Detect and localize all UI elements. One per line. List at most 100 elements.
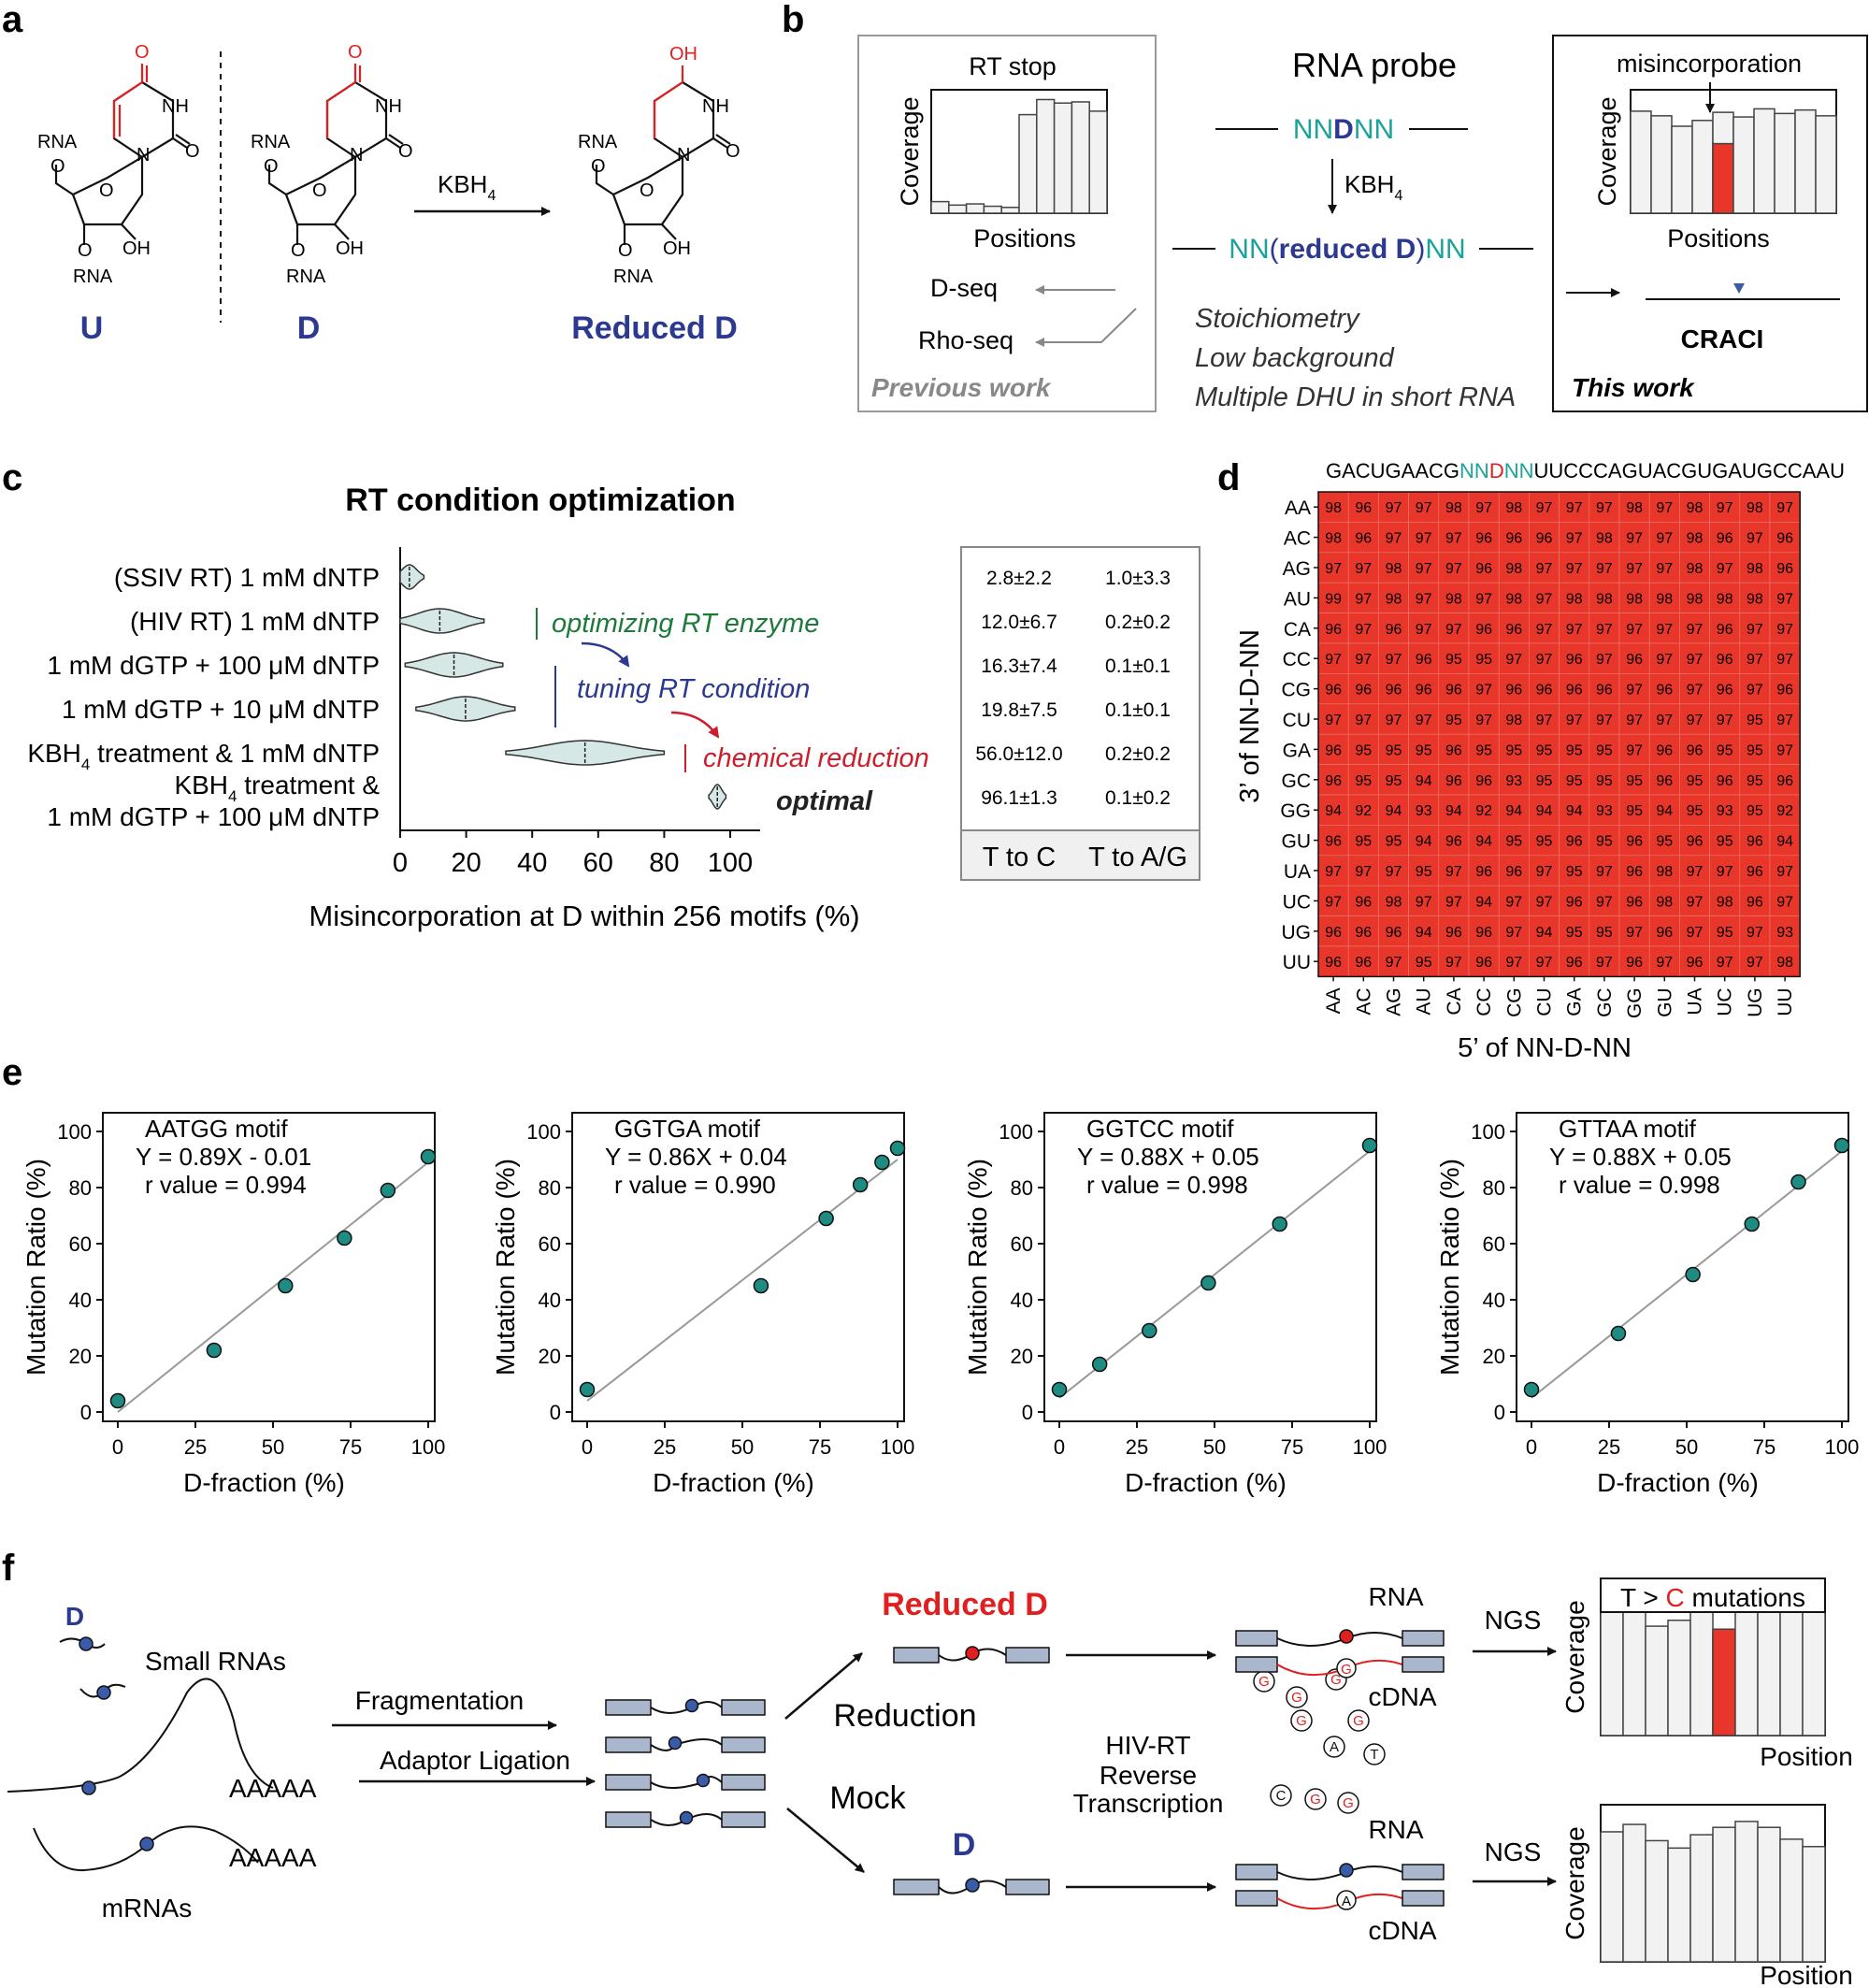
- heatmap-cell-value: 98: [1717, 894, 1733, 910]
- condition-label: KBH4 treatment & 1 mM dNTP: [27, 739, 380, 773]
- heatmap-cell: [1618, 855, 1650, 886]
- panel-label-f: f: [2, 1548, 15, 1589]
- y-tick-label: 80: [539, 1176, 561, 1200]
- table-t-to-ag-value: 0.1±0.1: [1105, 655, 1171, 677]
- rna-label-top: RNA: [1368, 1582, 1423, 1611]
- heatmap-cell-value: 96: [1776, 683, 1793, 699]
- heatmap-cell: [1438, 673, 1470, 705]
- rt-label-1: HIV-RT: [1105, 1731, 1190, 1760]
- heatmap-cell-value: 96: [1687, 742, 1704, 758]
- heatmap-cell-value: 93: [1505, 773, 1522, 789]
- panel-label-e: e: [2, 1052, 22, 1093]
- heatmap-cell-value: 96: [1505, 864, 1522, 880]
- heatmap-cell: [1739, 733, 1771, 765]
- panel-f: D Small RNAs AAAAA AAAAA mRNAs Fragmenta…: [7, 1577, 1853, 1988]
- data-point: [206, 1342, 223, 1359]
- d-sequence: GACUGAACGNNDNNUUCCCAGUACGUGAUGCCAAU: [1326, 459, 1845, 483]
- heatmap-col-label: AA: [1323, 987, 1344, 1014]
- heatmap-cell-value: 93: [1416, 803, 1432, 819]
- heatmap-cell: [1769, 552, 1801, 583]
- heatmap-cell-value: 95: [1355, 742, 1372, 758]
- heatmap-row-label: GU: [1282, 831, 1312, 853]
- heatmap-col-label: GG: [1624, 987, 1646, 1018]
- heatmap-cell: [1378, 582, 1409, 613]
- condition-label: (HIV RT) 1 mM dNTP: [130, 607, 380, 636]
- heatmap-cell-value: 97: [1776, 713, 1793, 728]
- heatmap-cell-value: 96: [1355, 531, 1372, 547]
- heatmap-cell-value: 97: [1776, 864, 1793, 880]
- heatmap-cell: [1769, 673, 1801, 705]
- heatmap-cell: [1618, 794, 1650, 826]
- heatmap-cell: [1709, 794, 1741, 826]
- heatmap-cell-value: 97: [1416, 591, 1432, 607]
- heatmap-cell: [1408, 642, 1440, 674]
- y-tick-label: 40: [539, 1289, 561, 1312]
- u-oxygen-top: O: [135, 42, 150, 63]
- heatmap-cell: [1378, 915, 1409, 947]
- heatmap-cell: [1769, 794, 1801, 826]
- heatmap-cell-value: 97: [1687, 925, 1704, 941]
- heatmap-cell-value: 97: [1747, 955, 1763, 971]
- heatmap-cell-value: 95: [1566, 864, 1583, 880]
- heatmap-cell: [1347, 733, 1379, 765]
- x-tick-label: 75: [1281, 1435, 1303, 1459]
- heatmap-cell-value: 96: [1325, 834, 1342, 850]
- heatmap-cell-value: 93: [1776, 925, 1793, 941]
- heatmap-cell-value: 97: [1416, 622, 1432, 638]
- heatmap-cell-value: 97: [1325, 561, 1342, 577]
- heatmap-cell: [1378, 945, 1409, 977]
- heatmap-cell-value: 97: [1656, 531, 1673, 547]
- heatmap-cell: [1709, 915, 1741, 947]
- heatmap-cell-value: 95: [1626, 773, 1643, 789]
- heatmap: AA 98 96 97 97 98 97 98 97 97 97 98 97 98 97 98 97 AC 98 96…: [1280, 491, 1801, 1018]
- heatmap-cell-value: 97: [1596, 500, 1613, 516]
- heatmap-cell-value: 97: [1596, 652, 1613, 668]
- table-t-to-ag-value: 0.1±0.1: [1105, 699, 1171, 721]
- heatmap-cell-value: 95: [1416, 742, 1432, 758]
- heatmap-cell-value: 95: [1536, 834, 1553, 850]
- heatmap-cell-value: 97: [1475, 713, 1492, 728]
- heatmap-cell-value: 98: [1505, 500, 1522, 516]
- heatmap-cell-value: 97: [1386, 864, 1402, 880]
- heatmap-cell-value: 97: [1355, 622, 1372, 638]
- heatmap-cell-value: 97: [1416, 500, 1432, 516]
- heatmap-cell: [1559, 522, 1590, 554]
- heatmap-cell-value: 95: [1717, 925, 1733, 941]
- heatmap-cell: [1317, 794, 1349, 826]
- heatmap-cell: [1438, 885, 1470, 916]
- heatmap-cell: [1709, 552, 1741, 583]
- heatmap-cell: [1648, 703, 1680, 735]
- heatmap-cell-value: 97: [1687, 864, 1704, 880]
- heatmap-cell-value: 97: [1355, 864, 1372, 880]
- heatmap-cell-value: 97: [1747, 622, 1763, 638]
- chart-title: GGTCC motif: [1086, 1115, 1234, 1143]
- mock-adaptor-right: [1005, 1879, 1050, 1895]
- heatmap-cell: [1347, 582, 1379, 613]
- nucleotide-letter: G: [1296, 1713, 1307, 1729]
- heatmap-cell-value: 97: [1325, 652, 1342, 668]
- f-top-coverage-label: Coverage: [1560, 1600, 1589, 1713]
- heatmap-cell: [1347, 855, 1379, 886]
- heatmap-col-label: UA: [1685, 987, 1706, 1015]
- nucleotide-letter: G: [1291, 1690, 1302, 1706]
- heatmap-cell-value: 97: [1536, 713, 1553, 728]
- y-tick-label: 40: [69, 1289, 92, 1312]
- heatmap-cell: [1529, 733, 1560, 765]
- heatmap-cell-value: 97: [1355, 713, 1372, 728]
- heatmap-cell: [1769, 855, 1801, 886]
- heatmap-cell-value: 97: [1505, 955, 1522, 971]
- heatmap-cell-value: 95: [1747, 713, 1763, 728]
- reduced-d-label: Reduced D: [882, 1587, 1048, 1622]
- chart-title: AATGG motif: [145, 1115, 288, 1143]
- heatmap-cell: [1739, 945, 1771, 977]
- fragment-d: [696, 1773, 711, 1788]
- chart-r-value: r value = 0.990: [614, 1171, 776, 1199]
- label-u: U: [80, 310, 104, 346]
- x-tick-label: 100: [411, 1435, 446, 1459]
- heatmap-col-label: GU: [1654, 987, 1675, 1017]
- heatmap-cell: [1679, 855, 1710, 886]
- y-tick-label: 0: [80, 1401, 92, 1424]
- heatmap-cell-value: 98: [1687, 591, 1704, 607]
- heatmap-cell-value: 94: [1776, 834, 1793, 850]
- heatmap-cell-value: 94: [1566, 803, 1583, 819]
